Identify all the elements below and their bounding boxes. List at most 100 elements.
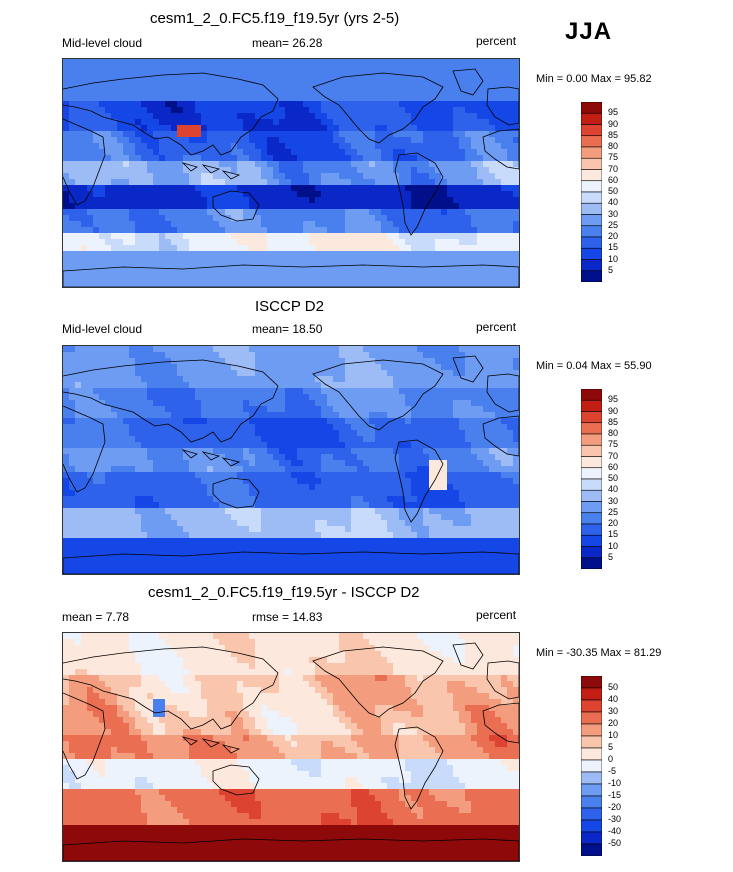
- map-cell: [447, 149, 454, 156]
- map-cell: [417, 239, 424, 246]
- map-cell: [495, 137, 502, 144]
- map-cell: [171, 107, 178, 114]
- map-cell: [141, 191, 148, 198]
- map-cell: [513, 155, 519, 162]
- map-cell: [411, 131, 418, 138]
- map-cell: [327, 221, 334, 228]
- map-cell: [435, 454, 442, 461]
- map-cell: [81, 281, 88, 287]
- map-cell: [363, 424, 370, 431]
- map-cell: [141, 388, 148, 395]
- map-cell: [135, 382, 142, 389]
- map-cell: [273, 143, 280, 150]
- map-cell: [291, 179, 298, 186]
- map-cell: [417, 412, 424, 419]
- map-cell: [297, 143, 304, 150]
- map-cell: [201, 412, 208, 419]
- map-cell: [273, 203, 280, 210]
- map-cell: [243, 490, 250, 497]
- map-cell: [429, 143, 436, 150]
- map-cell: [99, 215, 106, 222]
- map-cell: [213, 442, 220, 449]
- map-cell: [123, 263, 130, 270]
- map-cell: [393, 394, 400, 401]
- map-cell: [249, 95, 256, 102]
- map-cell: [465, 197, 472, 204]
- map-cell: [225, 269, 232, 276]
- map-cell: [123, 179, 130, 186]
- map-cell: [135, 394, 142, 401]
- map-cell: [117, 394, 124, 401]
- map-cell: [171, 245, 178, 252]
- map-cell: [123, 143, 130, 150]
- map-cell: [345, 251, 352, 258]
- map-cell: [303, 424, 310, 431]
- map-cell: [219, 376, 226, 383]
- map-cell: [339, 346, 346, 353]
- map-cell: [495, 119, 502, 126]
- map-cell: [153, 197, 160, 204]
- map-cell: [327, 364, 334, 371]
- map-cell: [225, 281, 232, 287]
- map-cell: [513, 263, 519, 270]
- map-cell: [279, 400, 286, 407]
- map-cell: [117, 430, 124, 437]
- map-cell: [75, 376, 82, 383]
- map-cell: [189, 418, 196, 425]
- map-cell: [201, 251, 208, 258]
- map-cell: [321, 245, 328, 252]
- map-cell: [351, 185, 358, 192]
- map-cell: [153, 125, 160, 132]
- map-cell: [75, 257, 82, 264]
- map-cell: [105, 125, 112, 132]
- map-cell: [357, 346, 364, 353]
- map-cell: [309, 394, 316, 401]
- map-cell: [279, 77, 286, 84]
- map-cell: [207, 215, 214, 222]
- map-cell: [177, 502, 184, 509]
- map-cell: [189, 233, 196, 240]
- map-cell: [81, 448, 88, 455]
- map-cell: [375, 155, 382, 162]
- map-cell: [177, 227, 184, 234]
- map-cell: [465, 442, 472, 449]
- map-cell: [471, 269, 478, 276]
- map-cell: [219, 406, 226, 413]
- map-cell: [177, 233, 184, 240]
- map-cell: [249, 71, 256, 78]
- map-cell: [477, 400, 484, 407]
- map-cell: [417, 137, 424, 144]
- map-cell: [249, 406, 256, 413]
- map-cell: [345, 478, 352, 485]
- map-cell: [417, 370, 424, 377]
- map-cell: [333, 448, 340, 455]
- map-cell: [225, 209, 232, 216]
- map-cell: [489, 143, 496, 150]
- map-cell: [63, 149, 70, 156]
- map-cell: [327, 448, 334, 455]
- map-cell: [411, 65, 418, 72]
- map-cell: [381, 155, 388, 162]
- map-cell: [147, 269, 154, 276]
- map-cell: [309, 418, 316, 425]
- map-cell: [129, 478, 136, 485]
- map-cell: [87, 251, 94, 258]
- map-cell: [465, 382, 472, 389]
- map-cell: [339, 59, 346, 66]
- map-cell: [153, 251, 160, 258]
- map-cell: [429, 95, 436, 102]
- map-cell: [381, 131, 388, 138]
- map-cell: [279, 388, 286, 395]
- map-cell: [231, 65, 238, 72]
- map-cell: [459, 131, 466, 138]
- map-cell: [99, 460, 106, 467]
- map-cell: [273, 358, 280, 365]
- map-cell: [315, 215, 322, 222]
- map-cell: [333, 484, 340, 491]
- map-cell: [195, 185, 202, 192]
- map-cell: [297, 281, 304, 287]
- map-cell: [279, 430, 286, 437]
- map-cell: [117, 179, 124, 186]
- map-cell: [267, 101, 274, 108]
- map-cell: [507, 460, 514, 467]
